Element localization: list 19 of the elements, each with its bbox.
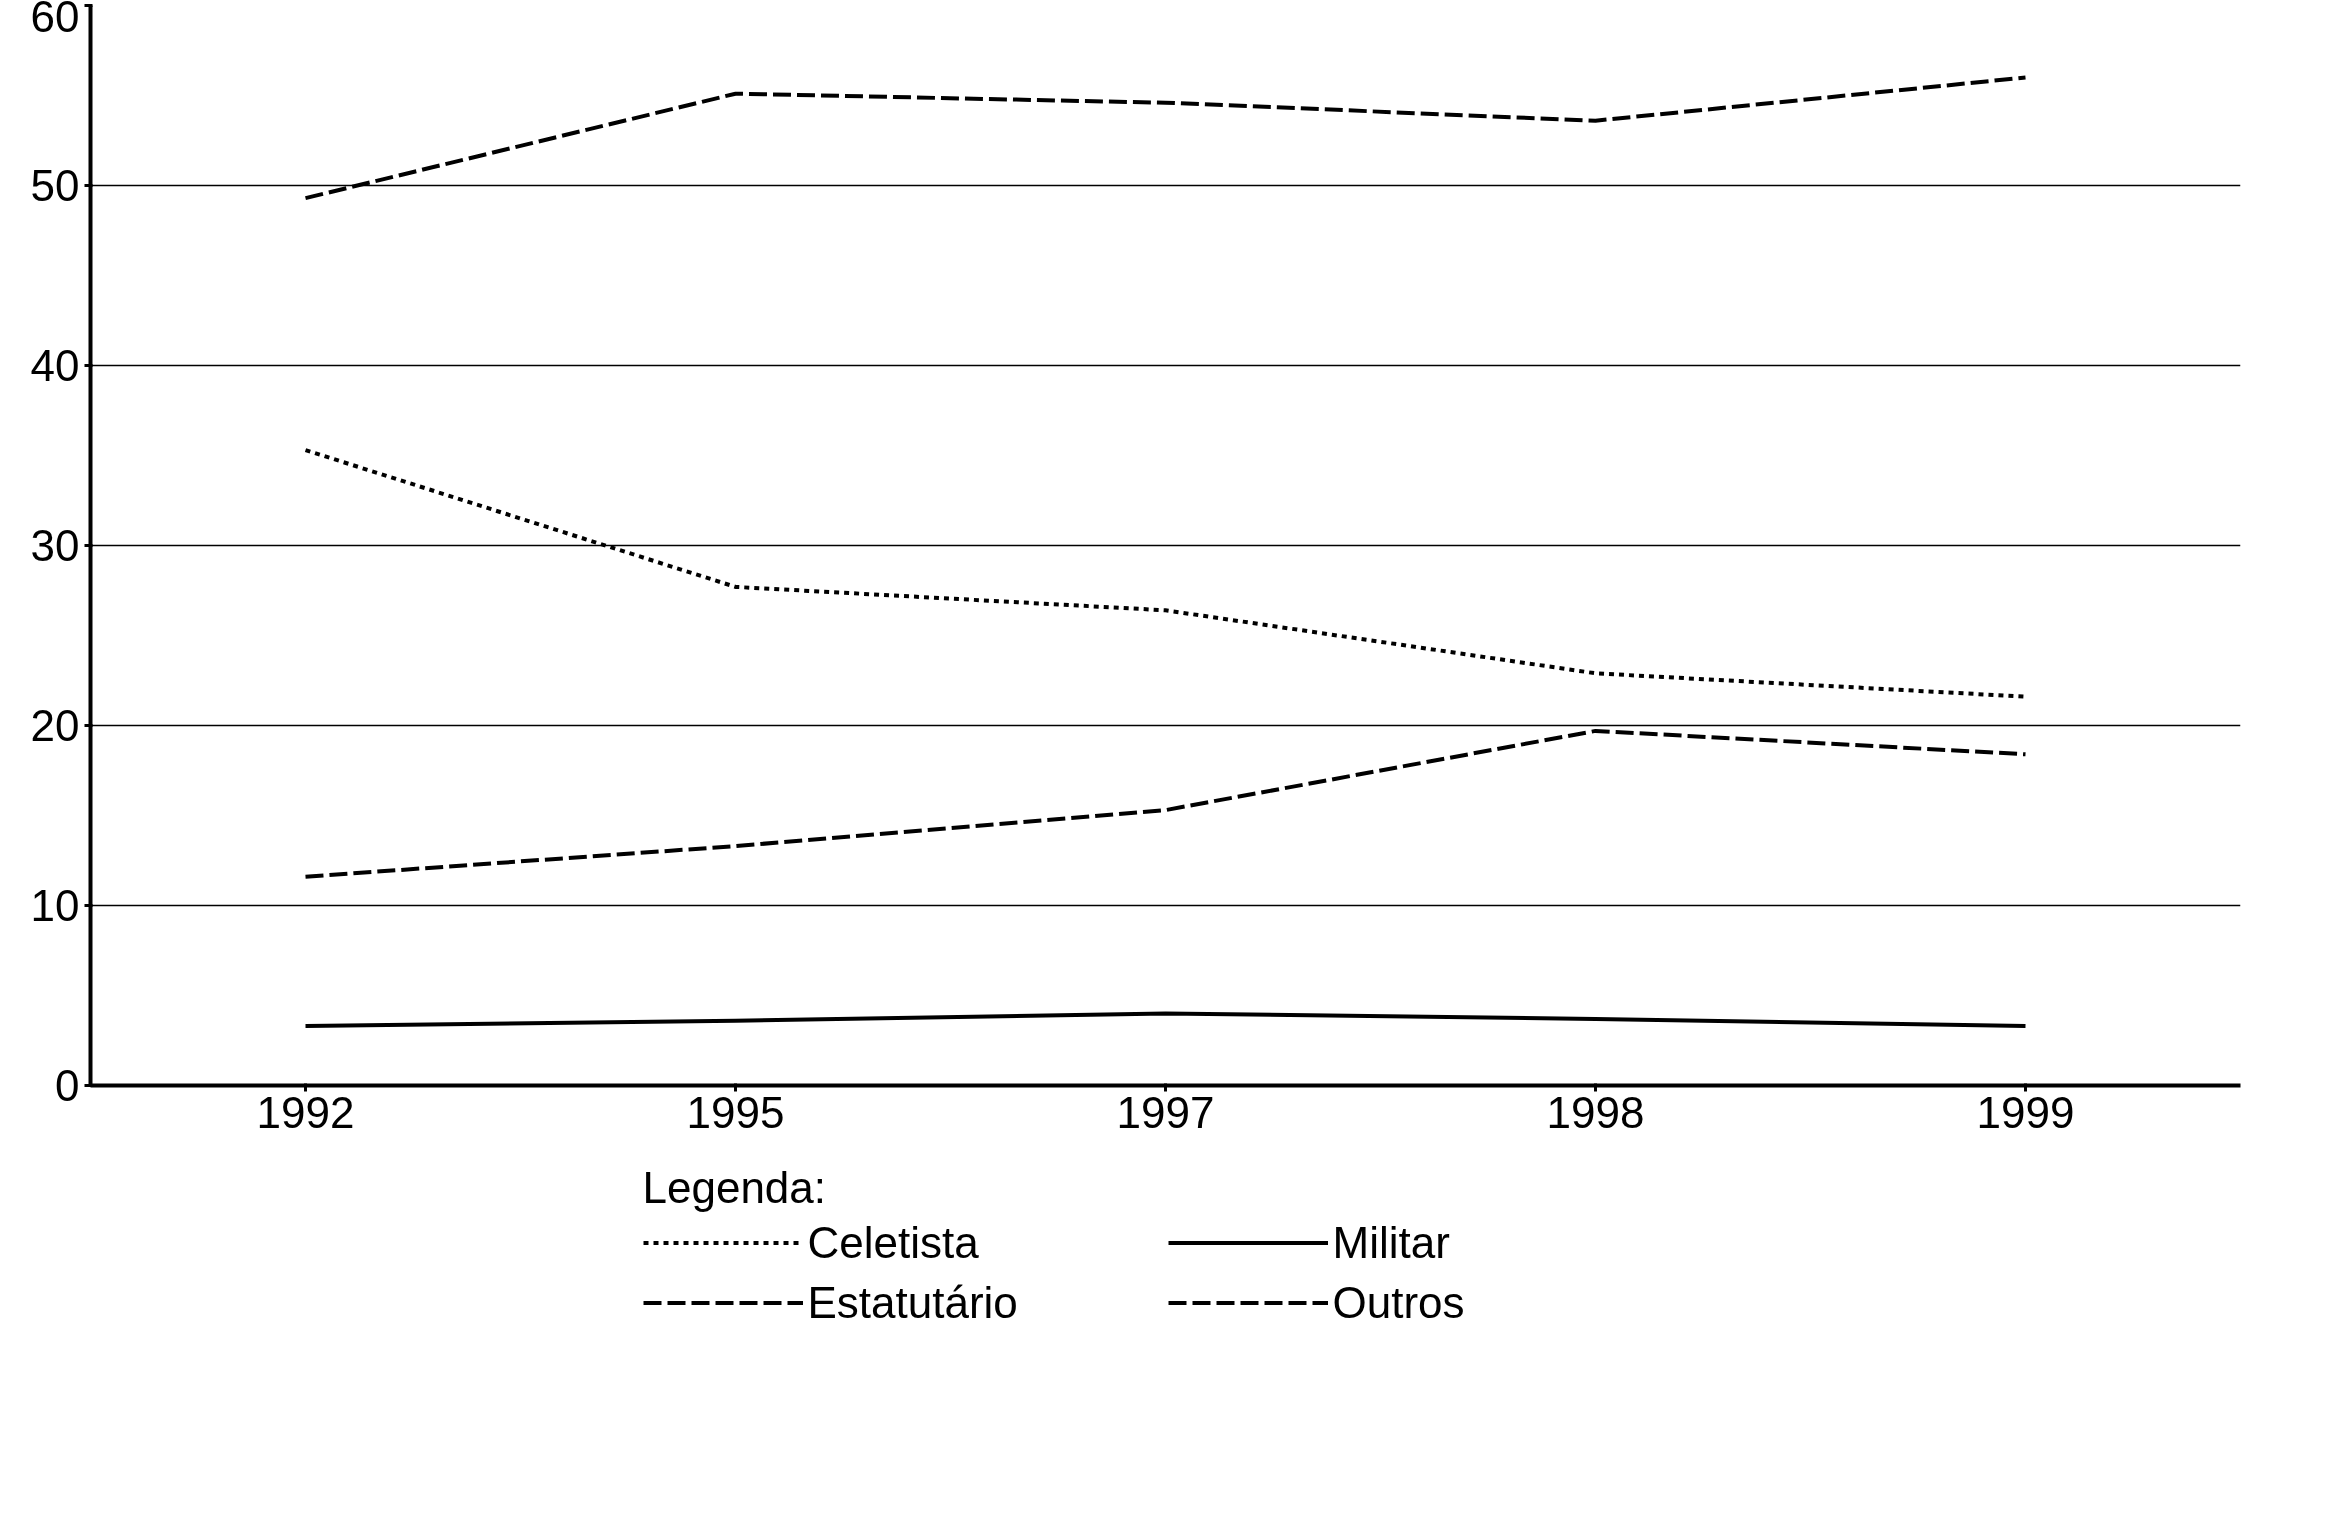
x-tick-label: 1995 — [686, 1087, 785, 1137]
y-tick-label: 60 — [30, 0, 80, 41]
legend-label: Outros — [1332, 1277, 1466, 1328]
x-tick-label: 1998 — [1546, 1087, 1645, 1137]
legend-label: Militar — [1332, 1217, 1451, 1268]
legend-title: Legenda: — [642, 1162, 828, 1213]
y-tick-label: 30 — [30, 521, 80, 570]
legend-label: Celetista — [807, 1217, 980, 1268]
y-tick-label: 10 — [30, 881, 80, 930]
legend-label: Estatutário — [807, 1277, 1019, 1328]
x-tick-label: 1997 — [1116, 1087, 1215, 1137]
line-series — [303, 728, 2028, 879]
x-tick-label: 1992 — [256, 1087, 355, 1137]
y-tick-label: 0 — [55, 1061, 80, 1110]
x-tick-label: 1999 — [1976, 1087, 2075, 1137]
y-tick-label: 50 — [30, 161, 80, 210]
y-tick-label: 40 — [30, 341, 80, 390]
line-series — [303, 1011, 2028, 1029]
y-tick-label: 20 — [30, 701, 80, 750]
